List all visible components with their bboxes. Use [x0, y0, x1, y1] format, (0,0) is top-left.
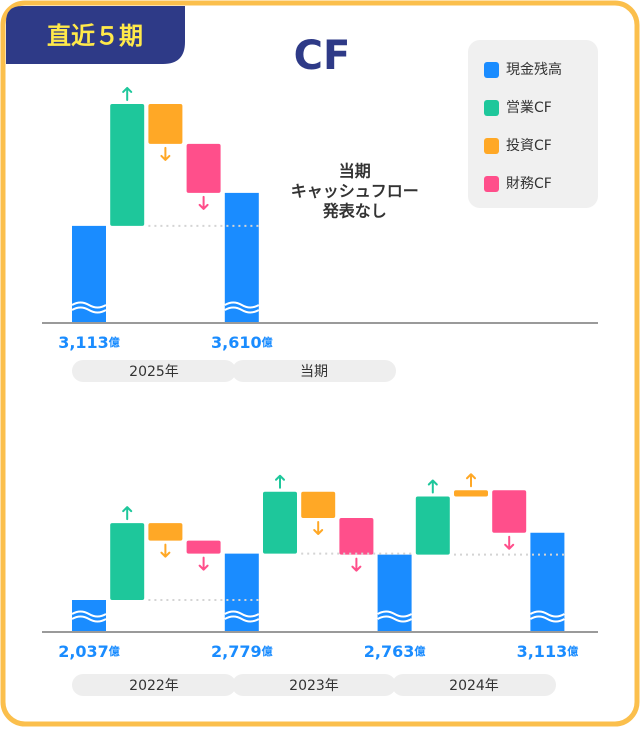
flow-bar — [301, 491, 336, 518]
period-label: 2023年 — [289, 678, 339, 694]
cash-unit: 億 — [262, 644, 273, 658]
flow-bar — [492, 490, 527, 533]
period-pill — [72, 674, 236, 696]
flow-arrow — [313, 521, 324, 535]
note: 発表なし — [322, 202, 387, 221]
flow-arrow — [427, 479, 438, 494]
flow-arrow — [160, 146, 171, 161]
flow-bar — [186, 143, 221, 193]
flow-arrow — [122, 86, 133, 101]
flow-bar — [339, 518, 374, 555]
flow-arrow — [122, 506, 133, 521]
period-pill — [232, 360, 396, 382]
period-label: 2024年 — [449, 678, 499, 694]
break-wave — [71, 301, 107, 314]
flow-bar — [263, 491, 297, 554]
cash-label: 3,610億 — [211, 333, 273, 352]
cash-unit: 億 — [109, 335, 120, 349]
legend-box — [468, 40, 598, 208]
legend-swatch — [484, 138, 499, 154]
flow-arrow — [198, 556, 209, 571]
flow-bar — [110, 523, 145, 600]
cash-unit: 億 — [414, 644, 425, 658]
period-pill — [232, 674, 396, 696]
flow-bar — [148, 103, 183, 144]
break-wave — [71, 610, 107, 623]
cash-value: 2,037 — [58, 642, 109, 661]
cash-unit: 億 — [109, 644, 120, 658]
period-label: 2025年 — [129, 364, 179, 380]
cash-label: 3,113億 — [58, 333, 120, 352]
flow-arrow — [504, 535, 515, 550]
cash-unit: 億 — [262, 335, 273, 349]
cash-label: 2,763億 — [364, 642, 426, 661]
flow-bar — [454, 490, 488, 497]
badge: 直近５期 — [47, 22, 143, 50]
cash-value: 3,113 — [517, 642, 568, 661]
legend-swatch — [484, 100, 499, 116]
flow-bar — [415, 496, 450, 555]
flow-bar — [186, 540, 221, 554]
break-wave — [529, 610, 565, 623]
break-wave — [224, 301, 260, 314]
period-pill — [392, 674, 556, 696]
flow-bar — [110, 103, 145, 226]
note: 当期 — [339, 162, 371, 181]
flow-arrow — [466, 473, 476, 488]
legend-swatch — [484, 62, 499, 78]
badge-bg — [6, 6, 185, 64]
cash-unit: 億 — [567, 644, 578, 658]
legend-label: 営業CF — [506, 100, 552, 116]
break-wave — [377, 610, 413, 623]
cash-label: 3,113億 — [517, 642, 579, 661]
break-wave — [224, 610, 260, 623]
cash-label: 2,037億 — [58, 642, 120, 661]
legend-label: 現金残高 — [506, 61, 562, 78]
flow-arrow — [198, 195, 209, 210]
note: キャッシュフロー — [291, 182, 419, 201]
legend-label: 財務CF — [506, 176, 552, 192]
period-pill — [72, 360, 236, 382]
legend-label: 投資CF — [506, 138, 552, 154]
title: CF — [294, 33, 351, 79]
cash-bar — [224, 192, 259, 323]
flow-arrow — [351, 557, 362, 572]
period-label: 当期 — [300, 364, 328, 380]
cash-label: 2,779億 — [211, 642, 273, 661]
cash-value: 3,610 — [211, 333, 262, 352]
period-label: 2022年 — [129, 678, 179, 694]
flow-arrow — [275, 474, 285, 489]
cash-value: 2,763 — [364, 642, 415, 661]
legend-swatch — [484, 176, 499, 192]
flow-bar — [148, 523, 183, 541]
cash-value: 2,779 — [211, 642, 262, 661]
flow-arrow — [160, 543, 171, 558]
cash-value: 3,113 — [58, 333, 109, 352]
